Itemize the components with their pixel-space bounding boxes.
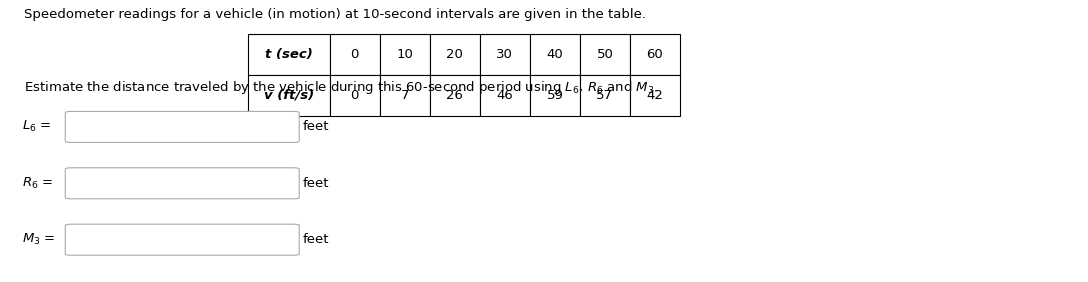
Bar xyxy=(248,75,330,116)
Bar xyxy=(480,34,530,75)
Bar xyxy=(430,75,480,116)
Bar xyxy=(480,75,530,116)
Bar xyxy=(580,75,630,116)
Bar xyxy=(330,34,380,75)
Bar xyxy=(630,75,680,116)
Text: 46: 46 xyxy=(496,89,514,102)
Text: 40: 40 xyxy=(546,48,564,61)
FancyBboxPatch shape xyxy=(65,111,299,142)
Text: 59: 59 xyxy=(546,89,564,102)
Bar xyxy=(530,34,580,75)
Text: $M_3$ =: $M_3$ = xyxy=(22,232,55,247)
Text: 42: 42 xyxy=(646,89,664,102)
FancyBboxPatch shape xyxy=(65,168,299,199)
Text: 0: 0 xyxy=(350,48,359,61)
Bar xyxy=(380,75,430,116)
Bar xyxy=(430,34,480,75)
Bar xyxy=(330,75,380,116)
Text: 0: 0 xyxy=(350,89,359,102)
Bar xyxy=(630,34,680,75)
Bar xyxy=(530,75,580,116)
Text: feet: feet xyxy=(302,120,329,133)
Bar xyxy=(248,34,330,75)
Text: 60: 60 xyxy=(646,48,664,61)
Text: feet: feet xyxy=(302,233,329,246)
Text: 7: 7 xyxy=(400,89,409,102)
Text: $R_6$ =: $R_6$ = xyxy=(22,176,53,191)
Bar xyxy=(580,34,630,75)
Text: $L_6$ =: $L_6$ = xyxy=(22,119,51,135)
Text: Speedometer readings for a vehicle (in motion) at 10-second intervals are given : Speedometer readings for a vehicle (in m… xyxy=(24,8,646,21)
Text: 26: 26 xyxy=(446,89,463,102)
Text: v (ft/s): v (ft/s) xyxy=(263,89,314,102)
Text: 10: 10 xyxy=(396,48,413,61)
FancyBboxPatch shape xyxy=(65,224,299,255)
Text: Estimate the distance traveled by the vehicle during this 60-second period using: Estimate the distance traveled by the ve… xyxy=(24,79,658,96)
Text: 57: 57 xyxy=(596,89,614,102)
Text: t (sec): t (sec) xyxy=(265,48,312,61)
Text: 50: 50 xyxy=(596,48,614,61)
Text: 20: 20 xyxy=(446,48,463,61)
Text: 30: 30 xyxy=(496,48,514,61)
Text: feet: feet xyxy=(302,177,329,190)
Bar xyxy=(380,34,430,75)
